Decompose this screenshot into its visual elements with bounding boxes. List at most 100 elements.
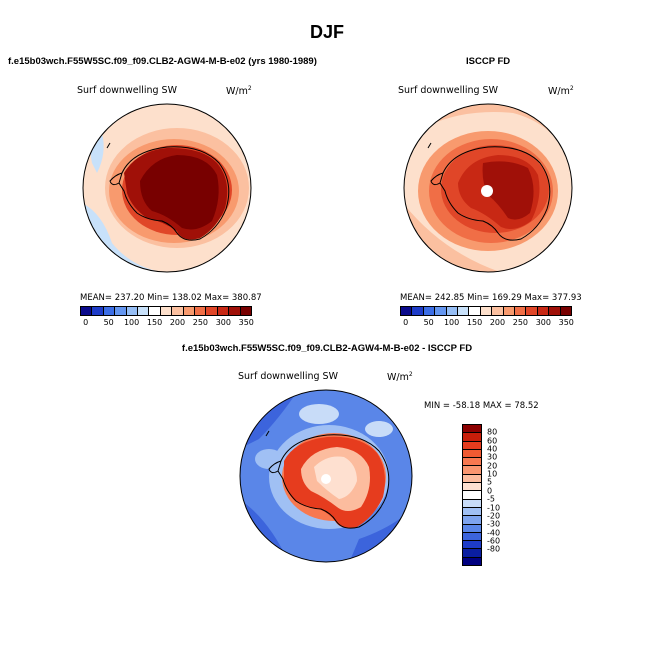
- diff-colorbar-tick-label: 10: [487, 469, 498, 479]
- model-colorbar-swatch: [240, 307, 252, 315]
- diff-colorbar-tick-label: 5: [487, 477, 493, 487]
- model-colorbar-tick-label: 150: [146, 318, 163, 327]
- model-colorbar-swatch: [81, 307, 93, 315]
- diff-colorbar-tick-label: 40: [487, 444, 498, 454]
- diff-colorbar-tick-label: -20: [487, 511, 501, 521]
- model-colorbar-swatch: [160, 307, 173, 315]
- obs-units-label: W/m2: [548, 85, 574, 98]
- model-colorbar-swatch: [229, 307, 241, 315]
- obs-colorbar-swatch: [469, 307, 481, 315]
- model-polar-map: [82, 103, 252, 273]
- diff-colorbar-ticks: 80 60 40 30 20 10 5 0 -5 -10 -20 -30 -40 -60 -80: [487, 424, 527, 566]
- obs-colorbar-swatch: [526, 307, 538, 315]
- diff-colorbar-swatch: [463, 557, 481, 566]
- diff-colorbar-swatch: [463, 433, 481, 442]
- model-stats: MEAN= 237.20 Min= 138.02 Max= 380.87: [80, 293, 262, 303]
- diff-colorbar-tick-label: 20: [487, 461, 498, 471]
- obs-colorbar-tick-label: 200: [489, 318, 506, 327]
- diff-colorbar-tick-label: 0: [487, 486, 493, 496]
- obs-polar-map: [403, 103, 573, 273]
- model-colorbar-ticks: 0 50 100 150 200 250 300 350: [80, 318, 254, 330]
- model-colorbar-swatch: [195, 307, 207, 315]
- obs-colorbar-swatch: [537, 307, 550, 315]
- obs-colorbar-swatch: [560, 307, 572, 315]
- diff-colorbar-tick-label: 80: [487, 427, 498, 437]
- model-colorbar: [80, 306, 252, 316]
- diff-stats: MIN = -58.18 MAX = 78.52: [424, 401, 539, 411]
- model-units-label: W/m2: [226, 85, 252, 98]
- diff-colorbar-swatch: [463, 532, 481, 542]
- obs-stats: MEAN= 242.85 Min= 169.29 Max= 377.93: [400, 293, 582, 303]
- diff-colorbar-swatch: [463, 449, 481, 459]
- obs-colorbar-tick-label: 100: [443, 318, 460, 327]
- model-colorbar-tick-label: 350: [238, 318, 254, 327]
- diff-colorbar-tick-label: 30: [487, 452, 498, 462]
- model-colorbar-swatch: [115, 307, 127, 315]
- obs-colorbar-swatch: [412, 307, 424, 315]
- diff-colorbar-swatch: [463, 466, 481, 475]
- model-colorbar-swatch: [138, 307, 150, 315]
- model-colorbar-tick-label: 300: [215, 318, 231, 327]
- model-colorbar-tick-label: 200: [169, 318, 186, 327]
- obs-colorbar-tick-label: 250: [512, 318, 529, 327]
- obs-colorbar-swatch: [423, 307, 436, 315]
- diff-colorbar-tick-label: -40: [487, 528, 501, 538]
- diff-colorbar-swatch: [463, 516, 481, 525]
- model-colorbar-swatch: [103, 307, 116, 315]
- diff-colorbar-swatch: [463, 507, 481, 517]
- obs-colorbar-tick-label: 0: [403, 318, 409, 327]
- diff-colorbar-swatch: [463, 549, 481, 558]
- diff-colorbar-swatch: [463, 425, 481, 434]
- diff-colorbar-swatch: [463, 491, 481, 500]
- model-colorbar-tick-label: 100: [123, 318, 140, 327]
- model-colorbar-swatch: [149, 307, 161, 315]
- model-colorbar-tick-label: 250: [192, 318, 209, 327]
- model-variable-label: Surf downwelling SW: [77, 85, 177, 96]
- model-colorbar-swatch: [217, 307, 230, 315]
- model-case-title: f.e15b03wch.F55W5SC.f09_f09.CLB2-AGW4-M-…: [8, 56, 317, 67]
- obs-colorbar-tick-label: 150: [466, 318, 483, 327]
- diff-colorbar-tick-label: -10: [487, 503, 501, 513]
- obs-colorbar: [400, 306, 572, 316]
- obs-variable-label: Surf downwelling SW: [398, 85, 498, 96]
- diff-colorbar-swatch: [463, 524, 481, 533]
- diff-colorbar: [462, 424, 482, 566]
- diff-colorbar-swatch: [463, 483, 481, 492]
- diff-colorbar-swatch: [463, 474, 481, 484]
- diff-variable-label: Surf downwelling SW: [238, 371, 338, 382]
- diff-colorbar-tick-label: -30: [487, 519, 501, 529]
- diff-colorbar-swatch: [463, 441, 481, 450]
- diff-colorbar-swatch: [463, 541, 481, 550]
- model-colorbar-swatch: [172, 307, 184, 315]
- obs-colorbar-swatch: [492, 307, 504, 315]
- model-colorbar-swatch: [126, 307, 139, 315]
- obs-colorbar-swatch: [549, 307, 561, 315]
- model-colorbar-tick-label: 0: [83, 318, 89, 327]
- obs-colorbar-swatch: [435, 307, 447, 315]
- obs-colorbar-swatch: [401, 307, 413, 315]
- model-colorbar-swatch: [183, 307, 196, 315]
- obs-colorbar-tick-label: 350: [558, 318, 574, 327]
- model-colorbar-swatch: [206, 307, 218, 315]
- obs-colorbar-swatch: [480, 307, 493, 315]
- obs-colorbar-ticks: 0 50 100 150 200 250 300 350: [400, 318, 574, 330]
- diff-polar-map: [239, 389, 413, 563]
- model-colorbar-tick-label: 50: [103, 318, 114, 327]
- obs-colorbar-swatch: [458, 307, 470, 315]
- diff-colorbar-tick-label: -60: [487, 536, 501, 546]
- obs-colorbar-swatch: [515, 307, 527, 315]
- diff-units-label: W/m2: [387, 371, 413, 384]
- diff-case-title: f.e15b03wch.F55W5SC.f09_f09.CLB2-AGW4-M-…: [181, 343, 473, 354]
- model-colorbar-swatch: [92, 307, 104, 315]
- obs-colorbar-tick-label: 300: [535, 318, 551, 327]
- figure-title: DJF: [309, 22, 344, 42]
- diff-colorbar-tick-label: -5: [487, 494, 495, 504]
- obs-colorbar-tick-label: 50: [423, 318, 434, 327]
- obs-colorbar-swatch: [503, 307, 516, 315]
- diff-colorbar-tick-label: -80: [487, 544, 501, 554]
- obs-case-title: ISCCP FD: [466, 56, 511, 67]
- diff-colorbar-tick-label: 60: [487, 436, 498, 446]
- obs-colorbar-swatch: [446, 307, 459, 315]
- diff-colorbar-swatch: [463, 458, 481, 467]
- diff-colorbar-swatch: [463, 499, 481, 508]
